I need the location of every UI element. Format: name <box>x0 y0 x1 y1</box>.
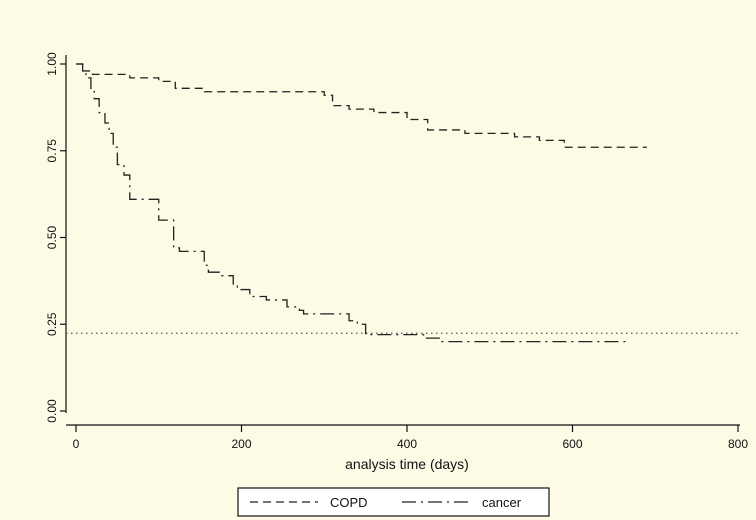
series-line-copd <box>76 63 647 148</box>
y-tick-label: 0.25 <box>45 312 59 336</box>
y-tick-label: 0.00 <box>45 399 59 423</box>
legend-label-cancer: cancer <box>482 495 522 510</box>
x-tick-label: 400 <box>397 437 417 451</box>
legend: COPD cancer <box>237 487 550 517</box>
x-axis-title: analysis time (days) <box>345 456 469 472</box>
labels-layer: analysis time (days) 0.00 0.25 0.50 0.75 1.0… <box>45 52 748 472</box>
plot-layer <box>66 63 740 343</box>
series-line-cancer <box>76 63 631 343</box>
x-tick-label: 600 <box>562 437 582 451</box>
x-tick-label: 0 <box>73 437 80 451</box>
y-tick-label: 1.00 <box>45 52 59 76</box>
y-tick-label: 0.75 <box>45 139 59 163</box>
y-tick-label: 0.50 <box>45 225 59 249</box>
x-tick-label: 200 <box>231 437 251 451</box>
legend-label-copd: COPD <box>330 495 368 510</box>
axes-layer <box>60 55 740 432</box>
x-tick-label: 800 <box>728 437 748 451</box>
